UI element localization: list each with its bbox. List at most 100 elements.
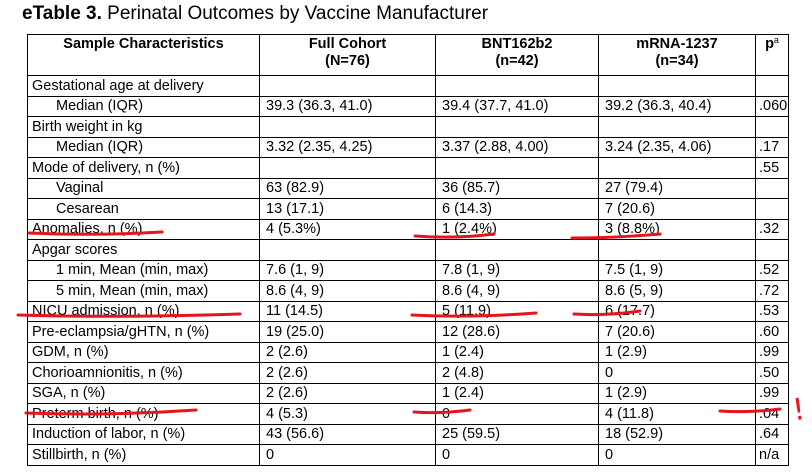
- table-row: Vaginal 63 (82.9) 36 (85.7) 27 (79.4): [27, 177, 789, 199]
- full-cohort-value: 4 (5.3): [259, 403, 436, 425]
- full-cohort-value: 43 (56.6): [259, 423, 436, 445]
- full-cohort-value: 7.6 (1, 9): [259, 259, 436, 281]
- bnt162b2-value: 2 (4.8): [435, 362, 599, 384]
- p-value: .060: [755, 95, 789, 117]
- row-label: Preterm birth, n (%): [27, 403, 260, 425]
- mrna-1237-value: 3 (8.8%): [598, 218, 756, 240]
- header-superscript: a: [773, 35, 779, 45]
- full-cohort-value: 2 (2.6): [259, 341, 436, 363]
- p-value: .55: [755, 157, 789, 179]
- table-row: Anomalies, n (%) 4 (5.3%) 1 (2.4%) 3 (8.8%)…: [27, 218, 789, 240]
- p-value: [755, 239, 789, 261]
- mrna-1237-value: [598, 75, 756, 97]
- mrna-1237-value: 18 (52.9): [598, 423, 756, 445]
- bnt162b2-value: 5 (11.9): [435, 300, 599, 322]
- row-label: Induction of labor, n (%): [27, 423, 260, 445]
- header-p-value: pa: [755, 34, 789, 76]
- p-value: .72: [755, 280, 789, 302]
- table-row: GDM, n (%) 2 (2.6) 1 (2.4) 1 (2.9) .99: [27, 341, 789, 363]
- table-row: 1 min, Mean (min, max) 7.6 (1, 9) 7.8 (1, …: [27, 259, 789, 281]
- table-row: Chorioamnionitis, n (%) 2 (2.6) 2 (4.8) 0.5…: [27, 362, 789, 384]
- p-value: .50: [755, 362, 789, 384]
- p-value: .32: [755, 218, 789, 240]
- table-caption: eTable 3. Perinatal Outcomes by Vaccine …: [22, 2, 488, 26]
- bnt162b2-value: 1 (2.4): [435, 382, 599, 404]
- p-value: [755, 116, 789, 138]
- row-label: 5 min, Mean (min, max): [27, 280, 260, 302]
- p-value: [755, 75, 789, 97]
- mrna-1237-value: 39.2 (36.3, 40.4): [598, 95, 756, 117]
- table-row: Apgar scores: [27, 239, 789, 261]
- mrna-1237-value: 3.24 (2.35, 4.06): [598, 136, 756, 158]
- mrna-1237-value: [598, 157, 756, 179]
- header-mrna-1237: mRNA-1237 (n=34): [598, 34, 756, 76]
- mrna-1237-value: 27 (79.4): [598, 177, 756, 199]
- row-label: 1 min, Mean (min, max): [27, 259, 260, 281]
- row-label: Median (IQR): [27, 136, 260, 158]
- table-row: Preterm birth, n (%) 4 (5.3) 0 4 (11.8) .04: [27, 403, 789, 425]
- row-label: Stillbirth, n (%): [27, 444, 260, 466]
- p-value: .60: [755, 321, 789, 343]
- p-value: .64: [755, 423, 789, 445]
- full-cohort-value: 3.32 (2.35, 4.25): [259, 136, 436, 158]
- header-text: Sample Characteristics: [63, 36, 224, 52]
- header-subtext: (n=34): [655, 53, 699, 69]
- header-full-cohort: Full Cohort (N=76): [259, 34, 436, 76]
- bnt162b2-value: [435, 75, 599, 97]
- full-cohort-value: 19 (25.0): [259, 321, 436, 343]
- full-cohort-value: 2 (2.6): [259, 362, 436, 384]
- mrna-1237-value: 4 (11.8): [598, 403, 756, 425]
- header-text: BNT162b2: [481, 36, 553, 52]
- caption-title: Perinatal Outcomes by Vaccine Manufactur…: [101, 3, 489, 24]
- full-cohort-value: [259, 75, 436, 97]
- header-sample-characteristics: Sample Characteristics: [27, 34, 260, 76]
- table-row: Birth weight in kg: [27, 116, 789, 138]
- table-row: NICU admission, n (%) 11 (14.5) 5 (11.9) 6 …: [27, 300, 789, 322]
- bnt162b2-value: 1 (2.4): [435, 341, 599, 363]
- bnt162b2-value: 36 (85.7): [435, 177, 599, 199]
- bnt162b2-value: 1 (2.4%): [435, 218, 599, 240]
- bnt162b2-value: 12 (28.6): [435, 321, 599, 343]
- row-label: Cesarean: [27, 198, 260, 220]
- row-label: Mode of delivery, n (%): [27, 157, 260, 179]
- table-row: 5 min, Mean (min, max) 8.6 (4, 9) 8.6 (4, …: [27, 280, 789, 302]
- mrna-1237-value: 6 (17.7): [598, 300, 756, 322]
- p-value: .04: [755, 403, 789, 425]
- p-value: .52: [755, 259, 789, 281]
- table-row: Cesarean 13 (17.1) 6 (14.3) 7 (20.6): [27, 198, 789, 220]
- mrna-1237-value: 1 (2.9): [598, 382, 756, 404]
- row-label: Birth weight in kg: [27, 116, 260, 138]
- table-row: Induction of labor, n (%) 43 (56.6) 25 (59…: [27, 423, 789, 445]
- row-label: SGA, n (%): [27, 382, 260, 404]
- p-value: .99: [755, 382, 789, 404]
- bnt162b2-value: 0: [435, 403, 599, 425]
- mrna-1237-value: 7.5 (1, 9): [598, 259, 756, 281]
- full-cohort-value: 0: [259, 444, 436, 466]
- bnt162b2-value: 0: [435, 444, 599, 466]
- bnt162b2-value: [435, 239, 599, 261]
- row-label: Apgar scores: [27, 239, 260, 261]
- full-cohort-value: 11 (14.5): [259, 300, 436, 322]
- p-value: .17: [755, 136, 789, 158]
- header-text: mRNA-1237: [636, 36, 718, 52]
- full-cohort-value: 13 (17.1): [259, 198, 436, 220]
- p-value: n/a: [755, 444, 789, 466]
- mrna-1237-value: 0: [598, 444, 756, 466]
- row-label: Median (IQR): [27, 95, 260, 117]
- bnt162b2-value: 25 (59.5): [435, 423, 599, 445]
- full-cohort-value: [259, 157, 436, 179]
- p-value: .99: [755, 341, 789, 363]
- p-value: [755, 177, 789, 199]
- full-cohort-value: 8.6 (4, 9): [259, 280, 436, 302]
- mrna-1237-value: [598, 116, 756, 138]
- caption-label: eTable 3.: [22, 3, 102, 24]
- table-row: Stillbirth, n (%) 0 0 0 n/a: [27, 444, 789, 466]
- header-text: p: [765, 36, 774, 52]
- bnt162b2-value: [435, 116, 599, 138]
- row-label: Chorioamnionitis, n (%): [27, 362, 260, 384]
- table-body: Gestational age at delivery Median (IQR) 3…: [27, 75, 789, 466]
- table-row: Pre-eclampsia/gHTN, n (%) 19 (25.0) 12 (28…: [27, 321, 789, 343]
- header-text: Full Cohort: [308, 36, 387, 52]
- table-row: SGA, n (%) 2 (2.6) 1 (2.4) 1 (2.9) .99: [27, 382, 789, 404]
- table-row: Median (IQR) 39.3 (36.3, 41.0) 39.4 (37.7,…: [27, 95, 789, 117]
